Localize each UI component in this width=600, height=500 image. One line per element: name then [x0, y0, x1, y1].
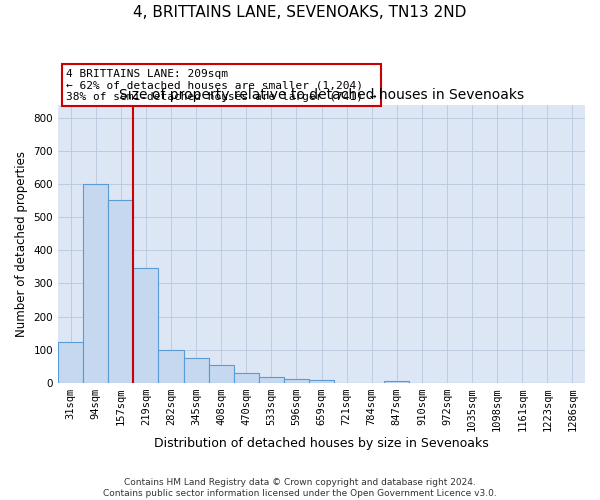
Bar — [184, 358, 209, 383]
Bar — [158, 350, 184, 383]
Title: Size of property relative to detached houses in Sevenoaks: Size of property relative to detached ho… — [119, 88, 524, 102]
Bar — [133, 268, 158, 383]
Bar — [309, 380, 334, 383]
Text: Contains HM Land Registry data © Crown copyright and database right 2024.
Contai: Contains HM Land Registry data © Crown c… — [103, 478, 497, 498]
X-axis label: Distribution of detached houses by size in Sevenoaks: Distribution of detached houses by size … — [154, 437, 489, 450]
Y-axis label: Number of detached properties: Number of detached properties — [15, 150, 28, 336]
Bar — [83, 184, 108, 383]
Bar — [384, 380, 409, 383]
Bar — [259, 377, 284, 383]
Bar — [209, 366, 233, 383]
Bar — [233, 373, 259, 383]
Bar — [58, 342, 83, 383]
Text: 4 BRITTAINS LANE: 209sqm
← 62% of detached houses are smaller (1,204)
38% of sem: 4 BRITTAINS LANE: 209sqm ← 62% of detach… — [66, 68, 376, 102]
Text: 4, BRITTAINS LANE, SEVENOAKS, TN13 2ND: 4, BRITTAINS LANE, SEVENOAKS, TN13 2ND — [133, 5, 467, 20]
Bar — [284, 378, 309, 383]
Bar — [108, 200, 133, 383]
